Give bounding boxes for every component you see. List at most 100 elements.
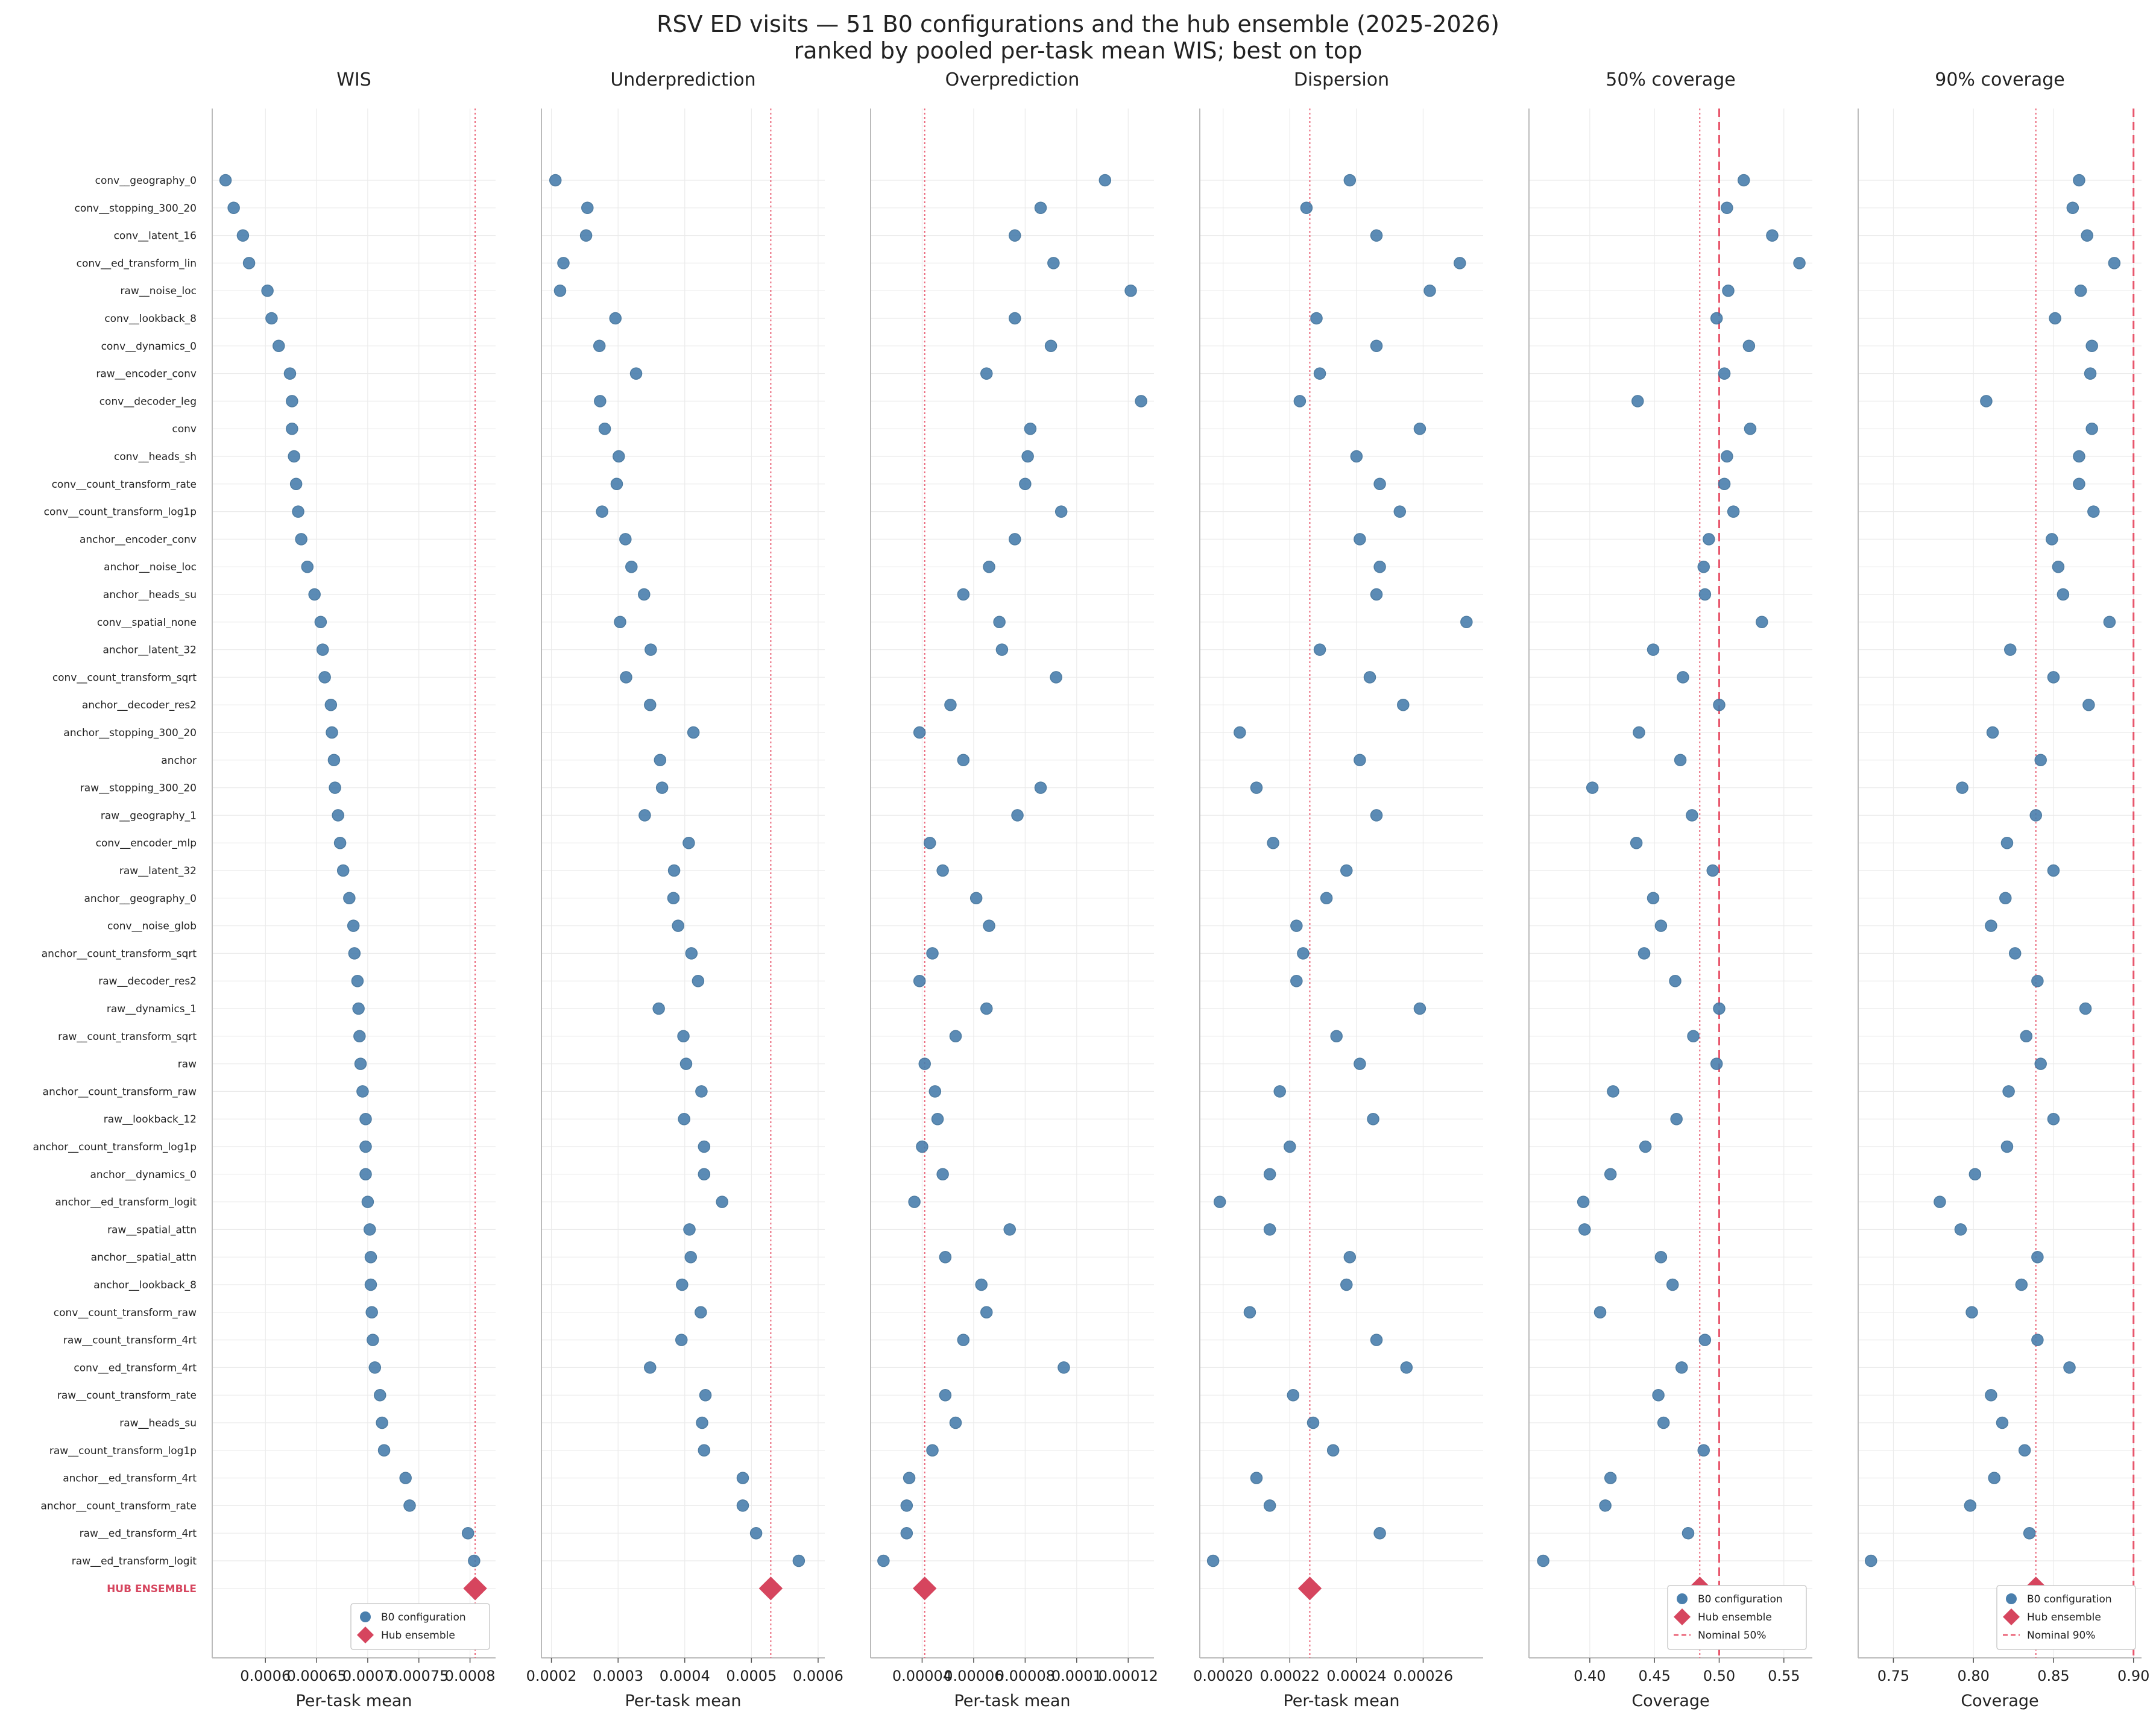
category-label: conv__count_transform_rate (52, 479, 197, 491)
x-axis-label: Per-task mean (625, 1692, 741, 1710)
b0-point (1287, 1388, 1300, 1402)
x-tick-label: 0.85 (2037, 1668, 2069, 1684)
b0-point (376, 1416, 388, 1429)
b0-point (900, 1526, 913, 1540)
b0-point (1986, 726, 1999, 739)
panel-title: WIS (336, 69, 371, 90)
b0-point (329, 781, 341, 794)
b0-point (364, 1250, 377, 1264)
category-label: conv__ed_transform_lin (77, 257, 197, 269)
b0-point (2047, 864, 2060, 877)
b0-point (286, 422, 298, 435)
b0-point (1124, 284, 1137, 297)
b0-point (273, 339, 285, 353)
b0-point (1263, 1499, 1276, 1512)
b0-point (1050, 671, 1062, 684)
b0-point (403, 1499, 416, 1512)
b0-point (916, 1140, 928, 1153)
b0-point (638, 809, 651, 822)
b0-point (1273, 1085, 1286, 1098)
category-label: conv__stopping_300_20 (75, 203, 197, 215)
b0-point (377, 1444, 391, 1457)
x-tick-label: 0.00026 (1393, 1668, 1453, 1684)
b0-point (1350, 450, 1363, 463)
b0-point (1980, 395, 1993, 408)
b0-point (579, 229, 593, 242)
legend: B0 configuration Hub ensemble (350, 1603, 490, 1650)
b0-point (667, 864, 681, 877)
b0-point (581, 201, 594, 215)
x-axis-label: Per-task mean (1283, 1692, 1399, 1710)
b0-point (644, 1361, 657, 1374)
b0-point (1313, 367, 1326, 380)
b0-point (265, 312, 278, 325)
legend: B0 configuration Hub ensemble Nominal 90% (1996, 1585, 2136, 1650)
b0-point (620, 671, 632, 684)
b0-point (368, 1361, 382, 1374)
b0-point (736, 1472, 749, 1484)
b0-point (655, 781, 669, 794)
x-tick-label: 0.0006 (793, 1668, 843, 1684)
b0-point (2015, 1278, 2028, 1291)
b0-point (980, 367, 993, 380)
b0-point (1354, 533, 1366, 546)
category-label: conv__heads_sh (114, 451, 197, 463)
b0-point (2063, 1361, 2076, 1374)
b0-point (1373, 477, 1386, 491)
category-label: conv__decoder_leg (99, 395, 197, 408)
b0-point (343, 892, 356, 905)
b0-point (1293, 395, 1307, 408)
category-labels: conv__geography_0 conv__stopping_300_20co… (33, 175, 197, 1595)
b0-point (2049, 312, 2061, 325)
category-label: raw (178, 1059, 197, 1071)
b0-point (1697, 560, 1710, 573)
b0-point (1206, 1554, 1220, 1567)
category-label: conv__count_transform_log1p (44, 506, 197, 518)
b0-point (1367, 1112, 1379, 1126)
b0-point (2073, 174, 2085, 187)
b0-point (292, 505, 304, 518)
category-label: raw__stopping_300_20 (80, 783, 197, 795)
b0-point (1697, 1444, 1710, 1457)
b0-point (1413, 1002, 1426, 1015)
b0-point (359, 1112, 372, 1126)
b0-point (936, 1168, 949, 1181)
b0-point (1290, 974, 1303, 987)
b0-point (2000, 1140, 2014, 1153)
legend-label: B0 configuration (2027, 1593, 2112, 1605)
b0-point (792, 1554, 805, 1567)
b0-point (359, 1140, 372, 1153)
category-label: anchor__latent_32 (102, 644, 197, 657)
x-tick-label: 0.00075 (389, 1668, 449, 1684)
panel-title: Dispersion (1294, 69, 1389, 90)
x-tick-label: 0.75 (1877, 1668, 1909, 1684)
category-label: raw__geography_1 (101, 810, 197, 822)
b0-point (324, 698, 338, 711)
category-label: conv__count_transform_sqrt (52, 672, 197, 684)
b0-point (1370, 809, 1383, 822)
category-label: anchor__geography_0 (84, 893, 197, 905)
b0-point (374, 1388, 386, 1402)
b0-point (1675, 1361, 1688, 1374)
chart-subtitle: ranked by pooled per-task mean WIS; best… (793, 37, 1363, 64)
b0-point (613, 450, 625, 463)
category-label: conv__count_transform_raw (54, 1307, 197, 1319)
b0-point (652, 1002, 665, 1015)
b0-point (654, 754, 667, 767)
b0-point (336, 864, 350, 877)
b0-point (1009, 312, 1021, 325)
b0-point (1034, 201, 1047, 215)
b0-point (1586, 781, 1599, 794)
b0-point (1607, 1085, 1619, 1098)
category-label: conv__encoder_mlp (96, 837, 197, 849)
b0-point (695, 1085, 708, 1098)
category-label: anchor__count_transform_log1p (33, 1141, 197, 1153)
b0-point (1698, 1334, 1712, 1346)
b0-point (677, 1030, 690, 1043)
b0-point (1370, 1334, 1383, 1346)
b0-point (957, 754, 970, 767)
x-tick-label: 0.0007 (342, 1668, 393, 1684)
hub-ensemble-marker (463, 1576, 487, 1601)
b0-point (1313, 643, 1326, 656)
category-label: conv__spatial_none (97, 617, 197, 629)
